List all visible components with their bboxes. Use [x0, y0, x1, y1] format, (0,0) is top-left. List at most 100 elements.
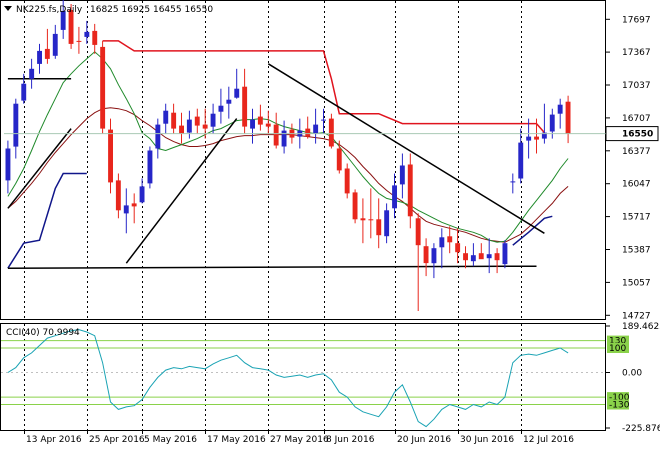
trendline-1 [7, 128, 72, 209]
candle-body [368, 219, 374, 221]
candle-body [37, 50, 42, 64]
candle-body [455, 243, 461, 253]
date-tick-label: 17 May 2016 [207, 435, 266, 445]
fast-ma-line [7, 51, 569, 243]
candle-body [218, 105, 224, 112]
price-tick-label: 16047 [622, 180, 651, 190]
candle-body [281, 130, 287, 147]
cci-level-tag [607, 343, 629, 353]
candle-body [344, 168, 350, 194]
candle-body [179, 125, 184, 134]
candle-body [131, 203, 137, 207]
candle-body [155, 124, 161, 149]
candle-body [431, 248, 437, 264]
candle-body [68, 10, 74, 44]
cci-level-tag-label: 130 [609, 337, 626, 347]
candle-body [486, 254, 492, 259]
candle-body [13, 103, 19, 147]
candle-body [226, 99, 232, 104]
candle-body [510, 181, 516, 183]
price-tick-label: 16707 [622, 114, 651, 124]
price-tick-label: 17697 [622, 15, 651, 25]
candle-body [186, 119, 192, 133]
candle-body [502, 243, 508, 265]
candle-body [147, 150, 153, 184]
candlestick-series [5, 0, 571, 311]
candle-body [407, 164, 413, 217]
moving-average-lines [7, 51, 569, 243]
collapse-triangle-icon[interactable] [4, 6, 12, 11]
date-tick-label: 5 May 2016 [144, 435, 197, 445]
candle-body [100, 46, 106, 129]
candle-body [392, 185, 397, 209]
candle-body [44, 48, 50, 59]
candle-body [242, 86, 248, 127]
candle-body [549, 114, 555, 132]
candle-body [250, 119, 255, 129]
candle-body [360, 218, 366, 221]
candle-body [108, 129, 113, 183]
date-tick-label: 12 Jul 2016 [523, 435, 574, 445]
candle-body [415, 218, 421, 246]
candle-body [305, 128, 311, 137]
candle-body [526, 136, 532, 141]
candle-body [534, 136, 539, 140]
cci-level-tag [607, 335, 629, 346]
price-tick-label: 15717 [622, 213, 651, 223]
candle-body [139, 186, 145, 203]
candle-body [234, 88, 240, 98]
price-tick-label: 14727 [622, 311, 651, 321]
candle-body [29, 68, 35, 79]
candle-body [447, 236, 453, 243]
candle-body [321, 119, 326, 121]
cci-line [7, 329, 569, 428]
trendline-3 [267, 63, 545, 234]
cci-label: CCI(40) 70.9994 [6, 328, 80, 338]
candle-body [52, 33, 58, 56]
candle-body [470, 255, 476, 262]
date-tick-label: 8 Jun 2016 [326, 435, 375, 445]
symbol-label: NK225.fs,Daily [16, 5, 83, 15]
date-tick-label: 27 May 2016 [270, 435, 329, 445]
candle-body [313, 124, 319, 134]
date-tick-label: 20 Jun 2016 [397, 435, 451, 445]
candle-body [328, 118, 334, 147]
candle-body [273, 124, 279, 146]
candle-body [478, 253, 484, 260]
price-y-axis: 17697 17367 17037 16707 16377 16047 15717 15387… [4, 15, 659, 321]
candle-body [5, 148, 11, 181]
price-tick-label: 15387 [622, 246, 651, 256]
candle-body [21, 83, 27, 101]
candle-body [352, 192, 358, 220]
trendline-2 [125, 118, 238, 264]
candle-body [202, 124, 208, 129]
trendline-overlays [7, 40, 553, 269]
candle-body [376, 219, 382, 236]
date-tick-label: 25 Apr 2016 [89, 435, 145, 445]
candle-body [336, 148, 342, 171]
candle-body [92, 30, 98, 45]
candle-body [565, 101, 571, 134]
date-x-axis: 13 Apr 2016 25 Apr 2016 5 May 2016 17 May 2… [24, 430, 574, 445]
cci-indicator [1, 329, 605, 428]
candle-body [439, 237, 445, 248]
ohlc-label: 16825 16925 16455 16550 [90, 5, 213, 15]
resistance-step-line [102, 40, 545, 134]
candle-body [257, 116, 263, 125]
candle-body [76, 40, 82, 42]
candle-body [494, 253, 500, 261]
price-tick-label: 16377 [622, 147, 651, 157]
price-tick-label: 17037 [622, 81, 651, 91]
price-tick-label: 15057 [622, 278, 651, 288]
candle-body [163, 110, 169, 124]
support-stop-line-left [7, 172, 87, 269]
current-price-tag [605, 126, 659, 142]
cci-tick-label: -225.876 [622, 424, 660, 434]
price-panel-frame [0, 0, 606, 320]
candle-body [463, 253, 468, 261]
cci-panel-frame [0, 323, 606, 431]
cci-level-tag-label: 100 [609, 344, 626, 354]
date-tick-label: 30 Jun 2016 [460, 435, 514, 445]
